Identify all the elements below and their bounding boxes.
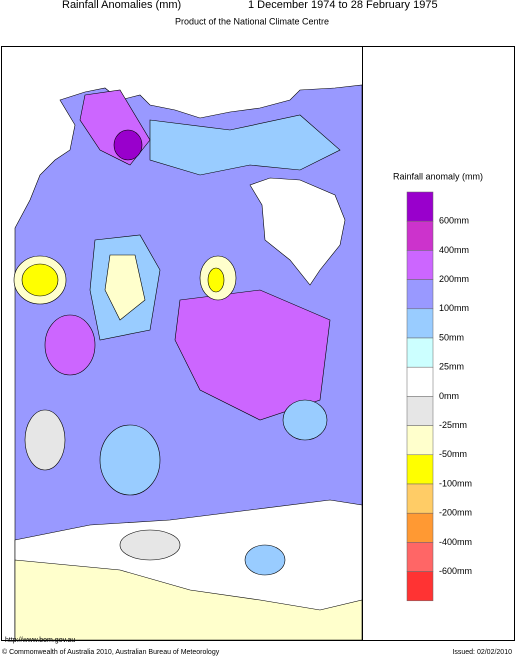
- legend-swatch: [406, 396, 434, 426]
- legend-label: -100mm: [439, 478, 472, 488]
- legend-swatch: [406, 571, 434, 602]
- gulf: [249, 177, 346, 286]
- anomaly-area: [113, 129, 143, 161]
- legend-swatch: [406, 483, 434, 514]
- legend-swatch: [406, 191, 434, 222]
- legend-swatch: [406, 279, 434, 310]
- legend-label: 50mm: [439, 332, 464, 342]
- legend-label: -25mm: [439, 420, 467, 430]
- title: Rainfall Anomalies (mm): [62, 0, 181, 11]
- anomaly-area: [24, 409, 66, 471]
- legend-swatch: [406, 542, 434, 572]
- legend-label: 400mm: [439, 245, 469, 255]
- period: 1 December 1974 to 28 February 1975: [248, 0, 438, 11]
- legend-label: 200mm: [439, 274, 469, 284]
- legend-label: -50mm: [439, 449, 467, 459]
- anomaly-area: [149, 114, 341, 176]
- legend-label: -400mm: [439, 537, 472, 547]
- subtitle: Product of the National Climate Centre: [175, 16, 329, 26]
- anomaly-area: [282, 399, 328, 441]
- legend-label: 25mm: [439, 362, 464, 372]
- anomaly-area: [21, 263, 59, 297]
- legend-frame: [362, 46, 515, 641]
- anomaly-area: [44, 314, 96, 376]
- legend-label: -200mm: [439, 508, 472, 518]
- legend-label: 0mm: [439, 391, 459, 401]
- anomaly-area: [99, 424, 161, 496]
- legend-swatch: [406, 512, 434, 543]
- legend-swatch: [406, 308, 434, 339]
- legend-label: 100mm: [439, 303, 469, 313]
- legend-swatch: [406, 220, 434, 251]
- legend-label: 600mm: [439, 216, 469, 226]
- map: [13, 84, 363, 641]
- anomaly-area: [119, 529, 181, 561]
- legend-swatch: [406, 425, 434, 456]
- anomaly-area: [104, 254, 146, 321]
- legend-swatch: [406, 454, 434, 485]
- legend-title: Rainfall anomaly (mm): [393, 171, 483, 181]
- anomaly-area: [207, 267, 225, 293]
- anomaly-area: [244, 544, 286, 576]
- legend-swatch: [406, 250, 434, 280]
- legend-swatch: [406, 366, 434, 397]
- legend-swatch: [406, 337, 434, 368]
- anomaly-area: [14, 559, 363, 641]
- footer-issued: Issued: 02/02/2010: [452, 649, 512, 656]
- legend-label: -600mm: [439, 566, 472, 576]
- footer-copyright: © Commonwealth of Australia 2010, Austra…: [2, 648, 220, 656]
- footer-url: http://www.bom.gov.au: [5, 637, 75, 644]
